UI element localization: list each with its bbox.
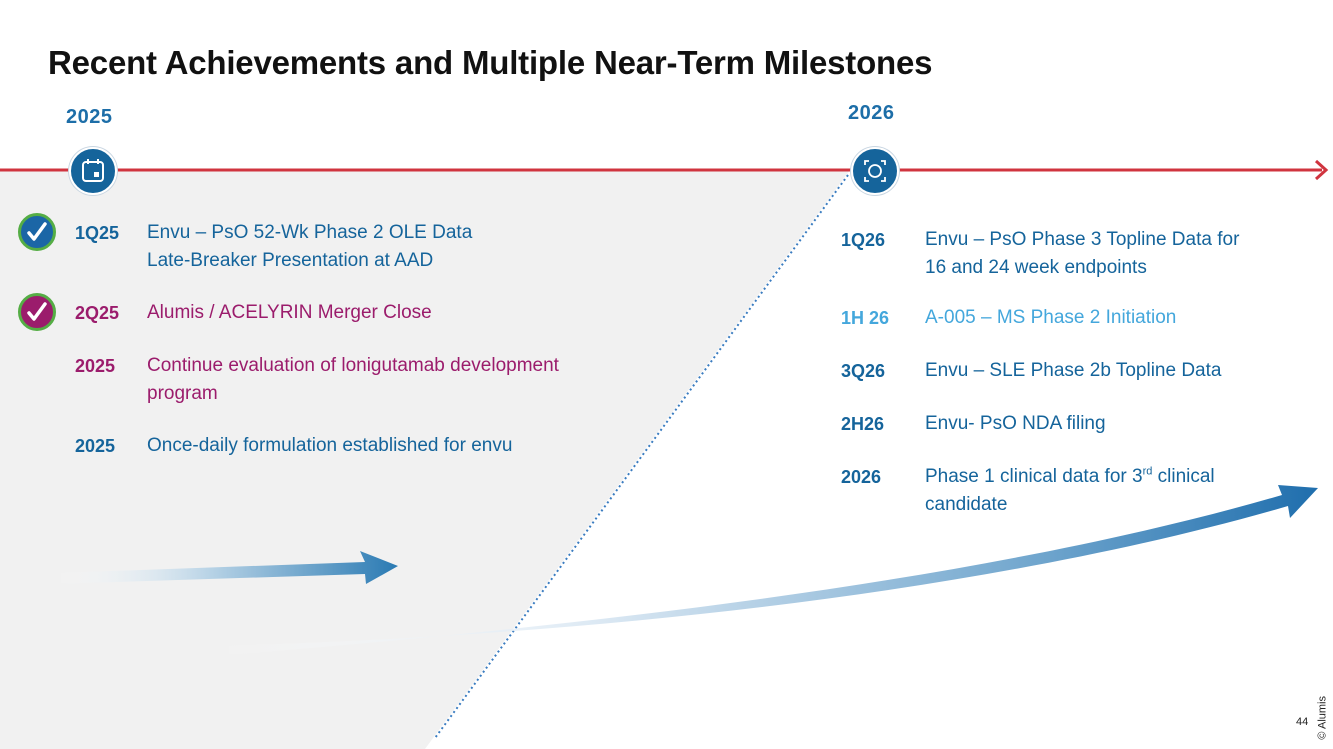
milestone-code: 3Q26 — [841, 361, 886, 381]
milestone-text-line: Late-Breaker Presentation at AAD — [147, 250, 434, 271]
milestone-code: 2H26 — [841, 414, 885, 434]
milestone-text-line: Continue evaluation of lonigutamab devel… — [147, 355, 559, 376]
milestone-text-line: Envu- PsO NDA filing — [925, 413, 1106, 434]
page-title: Recent Achievements and Multiple Near-Te… — [48, 44, 933, 81]
short-gradient-arrow — [55, 551, 398, 584]
milestone-text-line: 16 and 24 week endpoints — [925, 257, 1147, 278]
milestone-code: 2025 — [75, 356, 116, 376]
focus-icon — [851, 147, 899, 195]
milestone-text: Envu – PsO Phase 3 Topline Data for 16 a… — [925, 226, 1239, 282]
milestone-text: Alumis / ACELYRIN Merger Close — [147, 299, 432, 327]
milestone-text-line: Phase 1 clinical data for 3rd clinical — [925, 463, 1215, 491]
milestone-text: Phase 1 clinical data for 3rd clinical c… — [925, 463, 1215, 519]
milestone-text-line: candidate — [925, 494, 1008, 515]
milestone-text-line: A-005 – MS Phase 2 Initiation — [925, 307, 1177, 328]
milestone-text: Continue evaluation of lonigutamab devel… — [147, 352, 559, 408]
milestone-text: Envu – PsO 52-Wk Phase 2 OLE Data Late-B… — [147, 219, 472, 275]
check-icon — [18, 293, 56, 331]
milestone-text-line: program — [147, 383, 218, 404]
milestone-text-part: clinical — [1152, 466, 1215, 487]
milestone-text: Envu – SLE Phase 2b Topline Data — [925, 357, 1221, 385]
milestone-code: 2025 — [75, 436, 116, 456]
milestone-text-line: Once-daily formulation established for e… — [147, 435, 513, 456]
milestone-text-line: Envu – PsO 52-Wk Phase 2 OLE Data — [147, 222, 473, 243]
milestone-code: 1Q26 — [841, 230, 886, 250]
milestone-text: A-005 – MS Phase 2 Initiation — [925, 304, 1176, 332]
milestone-text: Once-daily formulation established for e… — [147, 432, 512, 460]
ordinal-superscript: rd — [1142, 465, 1153, 478]
milestone-code: 1Q25 — [75, 223, 120, 243]
milestone-text-line: Alumis / ACELYRIN Merger Close — [147, 302, 432, 323]
milestone-text-line: Envu – PsO Phase 3 Topline Data for — [925, 229, 1240, 250]
milestone-code: 1H 26 — [841, 308, 890, 328]
milestone-text: Envu- PsO NDA filing — [925, 410, 1106, 438]
page-number: 44 — [1296, 716, 1309, 728]
year-label-2025: 2025 — [66, 106, 113, 128]
check-icon — [18, 213, 56, 251]
milestone-code: 2026 — [841, 467, 882, 487]
past-shaded-panel — [0, 170, 850, 749]
milestone-text-part: Phase 1 clinical data for 3 — [925, 466, 1143, 487]
milestone-code: 2Q25 — [75, 303, 120, 323]
dotted-divider — [434, 174, 849, 739]
timeline-arrowhead — [1314, 159, 1329, 181]
calendar-icon — [69, 147, 117, 195]
milestone-text-line: Envu – SLE Phase 2b Topline Data — [925, 360, 1222, 381]
copyright-notice: © Alumis — [1317, 696, 1329, 740]
year-label-2026: 2026 — [848, 102, 895, 124]
